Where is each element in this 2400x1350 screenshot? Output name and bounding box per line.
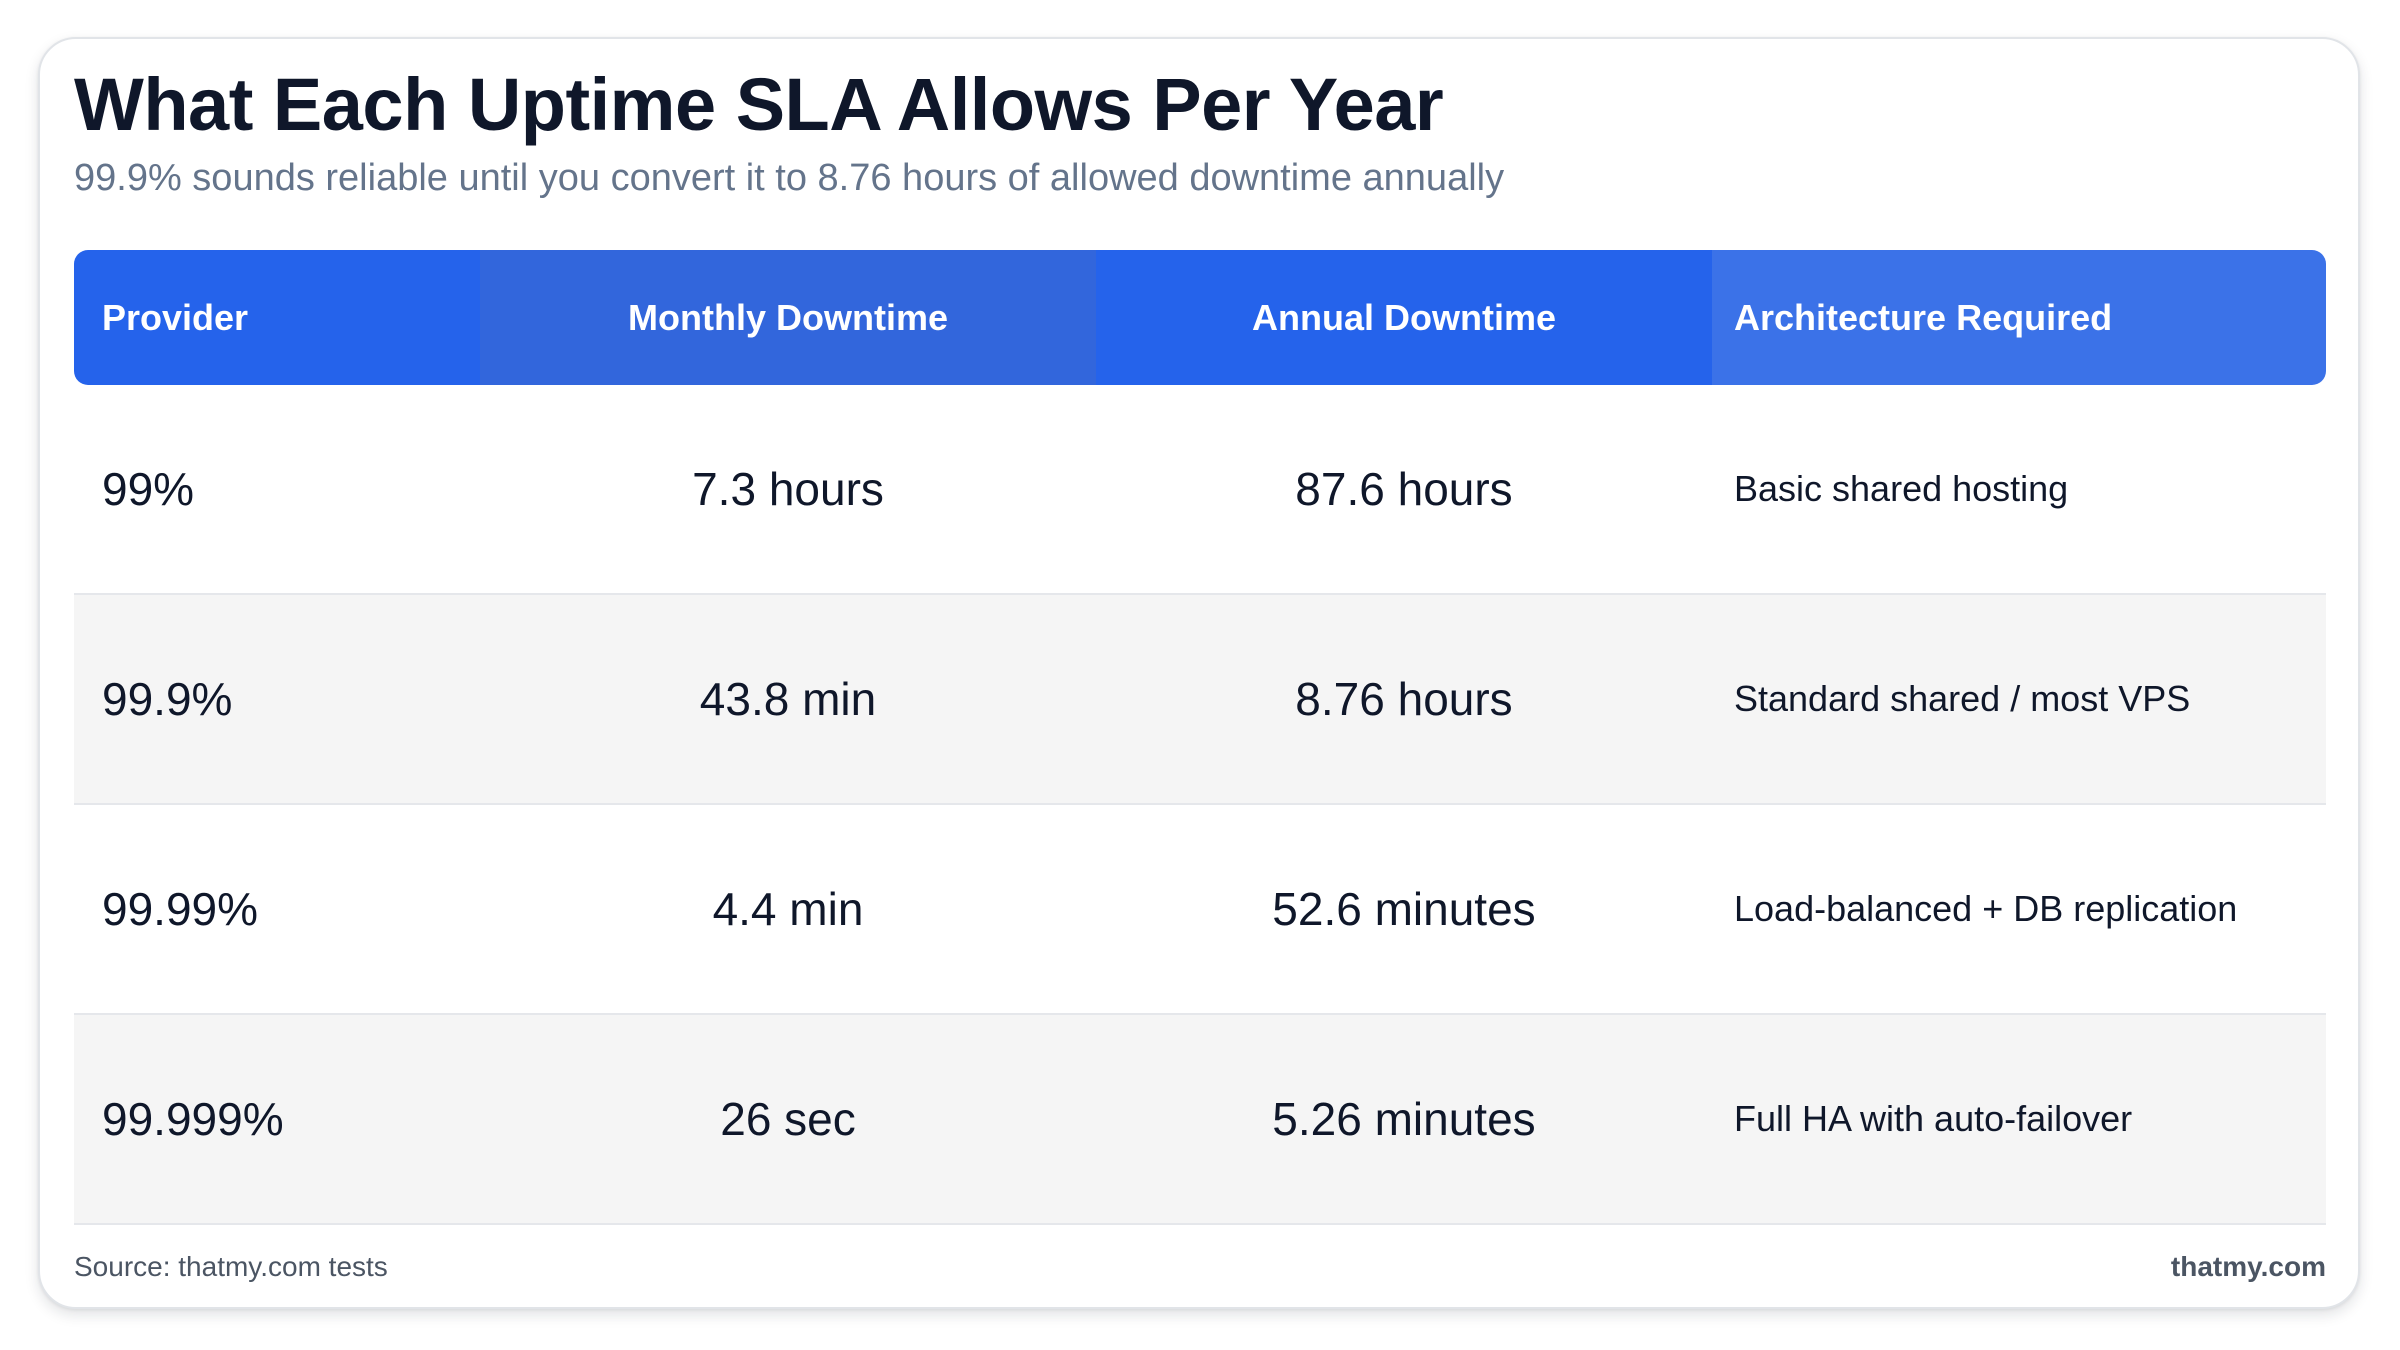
cell-provider: 99.99% (102, 883, 259, 935)
table-row: 99.99% 4.4 min 52.6 minutes Load-balance… (74, 805, 2326, 1015)
cell-annual-downtime: 8.76 hours (1295, 673, 1513, 725)
cell-architecture: Load-balanced + DB replication (1734, 888, 2238, 929)
cell-architecture: Basic shared hosting (1734, 468, 2069, 509)
table-row: 99.999% 26 sec 5.26 minutes Full HA with… (74, 1015, 2326, 1225)
table-row: 99% 7.3 hours 87.6 hours Basic shared ho… (74, 385, 2326, 595)
table-header-row: Provider Monthly Downtime Annual Downtim… (74, 250, 2326, 385)
cell-annual-downtime: 52.6 minutes (1272, 883, 1536, 935)
column-header-annual-downtime: Annual Downtime (1096, 250, 1712, 385)
page-subtitle: 99.9% sounds reliable until you convert … (74, 157, 1505, 199)
cell-provider: 99.999% (102, 1093, 284, 1145)
column-header-architecture-required: Architecture Required (1712, 250, 2326, 385)
cell-annual-downtime: 87.6 hours (1295, 463, 1513, 515)
page-title: What Each Uptime SLA Allows Per Year (74, 63, 1444, 146)
cell-monthly-downtime: 4.4 min (712, 883, 864, 935)
cell-provider: 99.9% (102, 673, 233, 725)
cell-architecture: Standard shared / most VPS (1734, 678, 2191, 719)
sla-table: Provider Monthly Downtime Annual Downtim… (74, 250, 2326, 1225)
source-note: Source: thatmy.com tests (74, 1251, 388, 1282)
cell-monthly-downtime: 26 sec (720, 1093, 856, 1145)
cell-monthly-downtime: 43.8 min (699, 673, 877, 725)
column-header-monthly-downtime: Monthly Downtime (480, 250, 1096, 385)
cell-annual-downtime: 5.26 minutes (1272, 1093, 1536, 1145)
column-header-provider: Provider (74, 250, 480, 385)
cell-provider: 99% (102, 463, 195, 515)
table-row: 99.9% 43.8 min 8.76 hours Standard share… (74, 595, 2326, 805)
cell-architecture: Full HA with auto-failover (1734, 1098, 2133, 1139)
brand-label: thatmy.com (2170, 1251, 2326, 1282)
cell-monthly-downtime: 7.3 hours (692, 463, 884, 515)
